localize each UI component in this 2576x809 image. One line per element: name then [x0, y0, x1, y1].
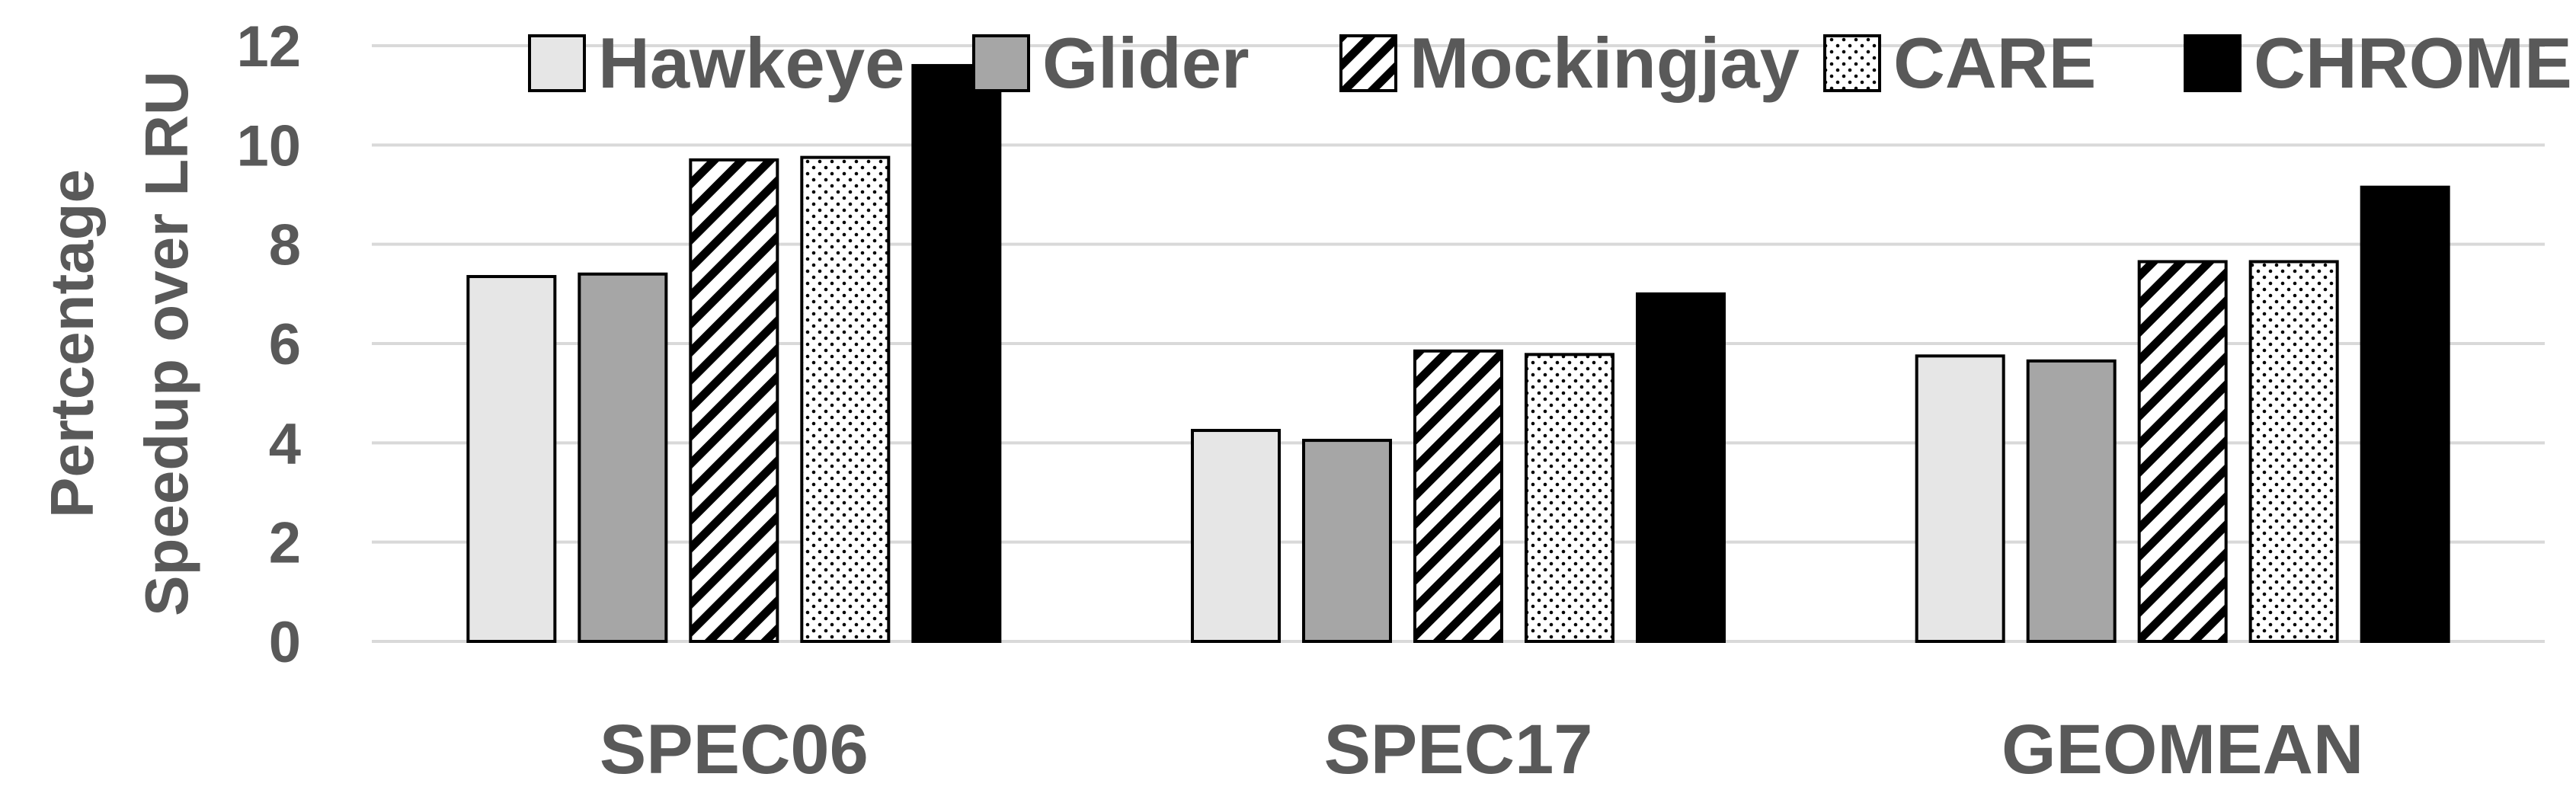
legend-swatch-chrome: [2184, 34, 2242, 92]
legend-swatch-mockingjay: [1339, 34, 1397, 92]
bar-chrome-spec17: [1636, 292, 1726, 643]
y-axis-title-line: Pertcentage: [38, 169, 106, 518]
y-tick-label: 10: [236, 114, 301, 178]
bar-glider-spec06: [578, 272, 668, 643]
bar-hawkeye-geomean: [1915, 354, 2005, 643]
y-axis-ticks: 0 2 4 6 8 10 12: [236, 14, 301, 675]
bar-hawkeye-spec17: [1191, 429, 1281, 644]
legend-label: Mockingjay: [1410, 23, 1800, 103]
bar-chrome-spec06: [911, 64, 1002, 644]
y-tick-label: 2: [269, 511, 301, 576]
bar-mockingjay-spec06: [689, 158, 779, 643]
bar-care-spec06: [800, 155, 891, 643]
legend-label: CARE: [1893, 23, 2096, 103]
legend-label: Hawkeye: [598, 23, 904, 103]
bar-care-spec17: [1525, 353, 1614, 643]
y-axis-title: Pertcentage Speedup over LRU: [38, 71, 200, 616]
y-tick-label: 8: [269, 213, 301, 278]
bar-glider-geomean: [2026, 359, 2117, 643]
bar-chrome-geomean: [2360, 185, 2450, 644]
legend-label: CHROME: [2254, 23, 2572, 103]
x-category-label: GEOMEAN: [2002, 711, 2363, 788]
bar-mockingjay-spec17: [1413, 349, 1503, 643]
bar-mockingjay-geomean: [2137, 260, 2228, 643]
legend-label: Glider: [1042, 23, 1250, 103]
x-axis-categories: SPEC06 SPEC17 GEOMEAN: [600, 711, 2363, 788]
bars: [466, 64, 2450, 644]
x-category-label: SPEC17: [1324, 711, 1593, 788]
x-category-label: SPEC06: [600, 711, 869, 788]
legend: Hawkeye Glider Mockingjay CARE CHROME: [528, 23, 2572, 103]
bar-glider-spec17: [1302, 439, 1392, 643]
y-tick-label: 4: [269, 411, 301, 476]
y-tick-label: 12: [236, 14, 301, 79]
y-tick-label: 0: [269, 610, 301, 675]
y-axis-title-line: Speedup over LRU: [133, 71, 200, 616]
legend-swatch-hawkeye: [528, 34, 586, 92]
legend-swatch-care: [1823, 34, 1881, 92]
legend-swatch-glider: [972, 34, 1030, 92]
y-tick-label: 6: [269, 312, 301, 377]
bar-hawkeye-spec06: [466, 275, 557, 643]
bar-care-geomean: [2248, 260, 2339, 643]
